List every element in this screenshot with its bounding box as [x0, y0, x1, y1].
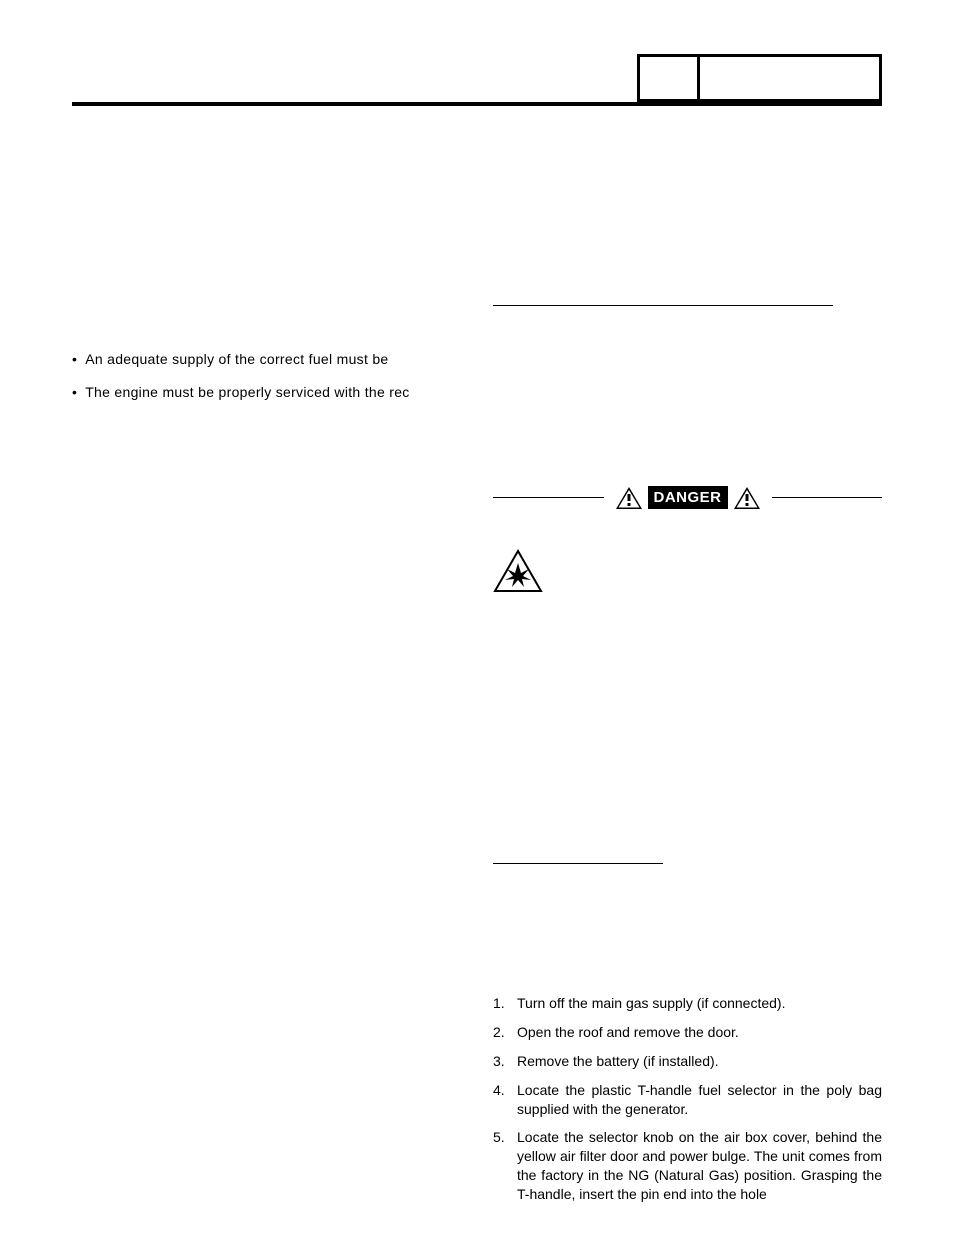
content-columns: • An adequate supply of the correct fuel…	[72, 130, 882, 1204]
danger-core: DANGER	[610, 486, 766, 509]
list-text: Turn off the main gas supply (if connect…	[517, 994, 882, 1013]
bullet-text: An adequate supply of the correct fuel m…	[85, 350, 388, 369]
bullet-dot-icon: •	[72, 383, 77, 402]
section-rule	[493, 863, 663, 864]
list-item: 3. Remove the battery (if installed).	[493, 1052, 882, 1071]
bullet-text: The engine must be properly serviced wit…	[85, 383, 409, 402]
section-rule	[493, 305, 833, 306]
list-number: 2.	[493, 1023, 517, 1042]
list-item: 1. Turn off the main gas supply (if conn…	[493, 994, 882, 1013]
list-item: 4. Locate the plastic T-handle fuel sele…	[493, 1081, 882, 1119]
list-number: 3.	[493, 1052, 517, 1071]
header-box-group	[637, 54, 882, 102]
page-header	[72, 58, 882, 106]
danger-label: DANGER	[648, 486, 728, 509]
list-number: 5.	[493, 1128, 517, 1204]
header-box-small	[637, 54, 697, 102]
right-column: DANGER 1. T	[493, 130, 882, 1204]
danger-rule-left	[493, 497, 604, 498]
bullet-list: • An adequate supply of the correct fuel…	[72, 350, 461, 402]
danger-banner: DANGER	[493, 486, 882, 509]
list-text: Open the roof and remove the door.	[517, 1023, 882, 1042]
bullet-item: • The engine must be properly serviced w…	[72, 383, 461, 402]
list-text: Locate the selector knob on the air box …	[517, 1128, 882, 1204]
warning-triangle-icon	[616, 487, 642, 509]
explosion-hazard-icon	[493, 549, 543, 593]
list-number: 1.	[493, 994, 517, 1013]
danger-rule-right	[772, 497, 883, 498]
header-rule	[72, 102, 882, 106]
list-text: Locate the plastic T-handle fuel selecto…	[517, 1081, 882, 1119]
left-column: • An adequate supply of the correct fuel…	[72, 130, 461, 1204]
bullet-dot-icon: •	[72, 350, 77, 369]
header-box-large	[697, 54, 882, 102]
bullet-item: • An adequate supply of the correct fuel…	[72, 350, 461, 369]
list-number: 4.	[493, 1081, 517, 1119]
list-text: Remove the battery (if installed).	[517, 1052, 882, 1071]
list-item: 2. Open the roof and remove the door.	[493, 1023, 882, 1042]
list-item: 5. Locate the selector knob on the air b…	[493, 1128, 882, 1204]
warning-triangle-icon	[734, 487, 760, 509]
numbered-list: 1. Turn off the main gas supply (if conn…	[493, 994, 882, 1204]
